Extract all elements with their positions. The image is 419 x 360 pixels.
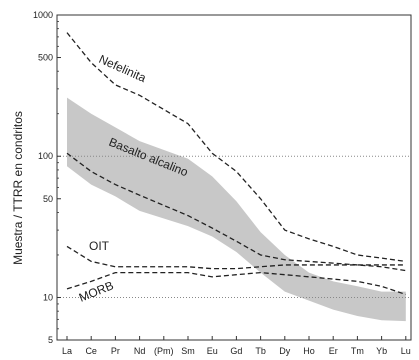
- axis-layer: 5 10 50 100 500 1000 La Ce Pr Nd (Pm) Sm Eu Gd Tb Dy Ho E…: [33, 10, 412, 356]
- x-tick-label-Tm: Tm: [351, 346, 364, 356]
- x-tick-label-Ce: Ce: [85, 346, 97, 356]
- x-tick-label-Dy: Dy: [279, 346, 290, 356]
- series-line-nefelinita: [66, 32, 406, 263]
- grid-layer: [57, 155, 411, 298]
- y-tick-label-100: 100: [38, 151, 53, 161]
- x-tick-label-(Pm): (Pm): [154, 346, 174, 356]
- series-line-morb: [66, 271, 407, 296]
- x-tick-label-Eu: Eu: [207, 346, 218, 356]
- y-tick-label-1000: 1000: [33, 10, 53, 20]
- y-tick-label-5: 5: [48, 335, 53, 345]
- x-tick-label-Gd: Gd: [230, 346, 242, 356]
- range-band: [67, 97, 406, 322]
- series-label-oit: OIT: [89, 239, 110, 253]
- x-tick-label-Nd: Nd: [134, 346, 146, 356]
- y-tick-label-50: 50: [43, 194, 53, 204]
- plot-frame: [56, 14, 412, 341]
- x-tick-label-Er: Er: [329, 346, 338, 356]
- x-tick-label-La: La: [62, 346, 72, 356]
- x-tick-label-Sm: Sm: [181, 346, 195, 356]
- shaded-band-layer: [67, 97, 406, 322]
- series-layer: [66, 32, 407, 296]
- series-line-oit: [66, 245, 406, 270]
- y-axis-label: Muestra / TTRR en condritos: [11, 111, 25, 265]
- x-tick-label-Ho: Ho: [303, 346, 315, 356]
- y-tick-label-10: 10: [43, 292, 53, 302]
- y-tick-label-500: 500: [38, 53, 53, 63]
- x-tick-label-Lu: Lu: [401, 346, 411, 356]
- x-tick-label-Yb: Yb: [376, 346, 387, 356]
- x-tick-label-Tb: Tb: [255, 346, 266, 356]
- x-tick-label-Pr: Pr: [111, 346, 120, 356]
